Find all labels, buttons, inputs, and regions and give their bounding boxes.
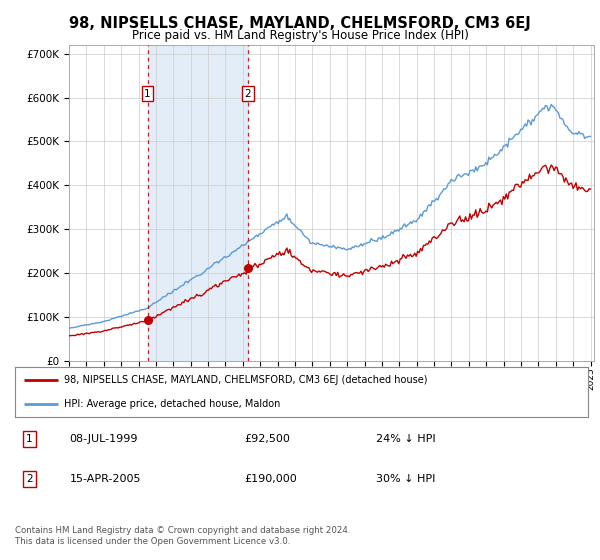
Text: 98, NIPSELLS CHASE, MAYLAND, CHELMSFORD, CM3 6EJ: 98, NIPSELLS CHASE, MAYLAND, CHELMSFORD,… xyxy=(69,16,531,31)
Text: HPI: Average price, detached house, Maldon: HPI: Average price, detached house, Mald… xyxy=(64,399,280,409)
Text: 1: 1 xyxy=(26,433,32,444)
Text: £190,000: £190,000 xyxy=(244,474,297,484)
Text: 08-JUL-1999: 08-JUL-1999 xyxy=(70,433,138,444)
Text: Price paid vs. HM Land Registry's House Price Index (HPI): Price paid vs. HM Land Registry's House … xyxy=(131,29,469,42)
Text: 1: 1 xyxy=(144,89,151,99)
Text: 24% ↓ HPI: 24% ↓ HPI xyxy=(376,433,436,444)
Text: 2: 2 xyxy=(26,474,32,484)
Text: 30% ↓ HPI: 30% ↓ HPI xyxy=(376,474,436,484)
Text: 15-APR-2005: 15-APR-2005 xyxy=(70,474,141,484)
Text: 98, NIPSELLS CHASE, MAYLAND, CHELMSFORD, CM3 6EJ (detached house): 98, NIPSELLS CHASE, MAYLAND, CHELMSFORD,… xyxy=(64,375,427,385)
Text: 2: 2 xyxy=(245,89,251,99)
Text: £92,500: £92,500 xyxy=(244,433,290,444)
Text: Contains HM Land Registry data © Crown copyright and database right 2024.
This d: Contains HM Land Registry data © Crown c… xyxy=(15,526,350,546)
Bar xyxy=(148,45,248,361)
